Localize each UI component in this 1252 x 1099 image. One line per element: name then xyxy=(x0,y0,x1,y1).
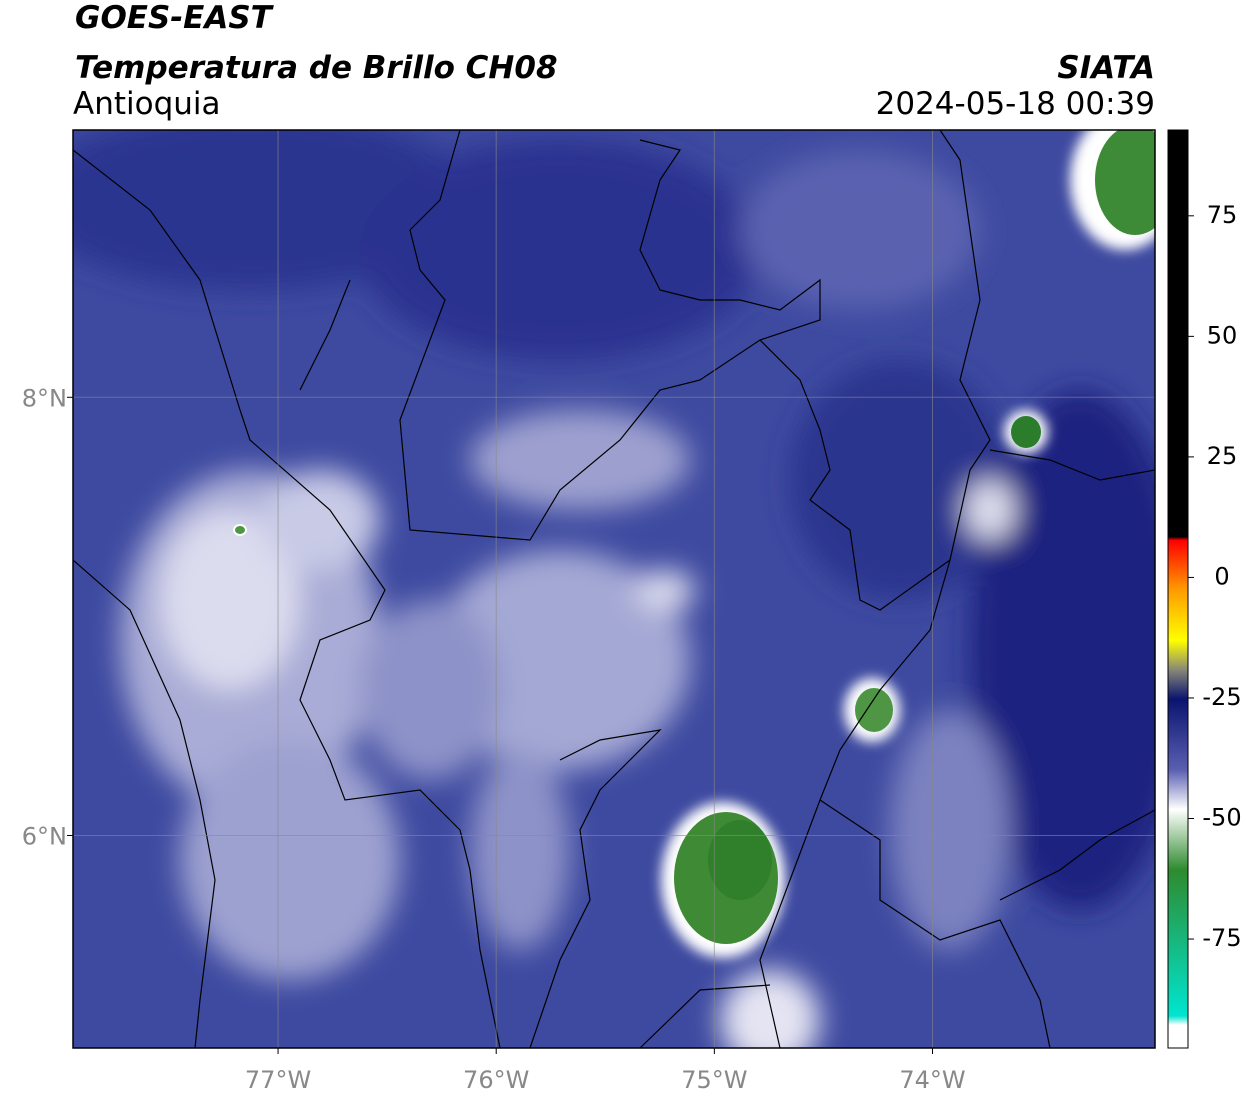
x-tick-label: 77°W xyxy=(245,1066,311,1094)
map-frame xyxy=(72,129,1156,1049)
colorbar-tick-label: 50 xyxy=(1207,321,1238,349)
y-tick-label: 8°N xyxy=(22,384,67,412)
colorbar-tick-label: 25 xyxy=(1207,442,1238,470)
colorbar-tick-label: -25 xyxy=(1202,683,1241,711)
colorbar xyxy=(1167,129,1189,1049)
satellite-image xyxy=(73,130,1155,1048)
colorbar-tick-label: -50 xyxy=(1202,804,1241,832)
x-tick-label: 74°W xyxy=(899,1066,965,1094)
subtitle: Temperatura de Brillo CH08 xyxy=(75,50,558,86)
colorbar-tick-label: 75 xyxy=(1207,201,1238,229)
source: SIATA xyxy=(1057,50,1155,86)
x-tick-label: 76°W xyxy=(463,1066,529,1094)
timestamp: 2024-05-18 00:39 xyxy=(876,86,1155,122)
colorbar-tick-label: 0 xyxy=(1214,562,1229,590)
x-tick-label: 75°W xyxy=(681,1066,747,1094)
colorbar-tick-label: -75 xyxy=(1202,924,1241,952)
region: Antioquia xyxy=(73,86,221,122)
title: GOES-EAST xyxy=(75,0,275,36)
y-tick-label: 6°N xyxy=(22,822,67,850)
grid xyxy=(73,130,1155,1048)
